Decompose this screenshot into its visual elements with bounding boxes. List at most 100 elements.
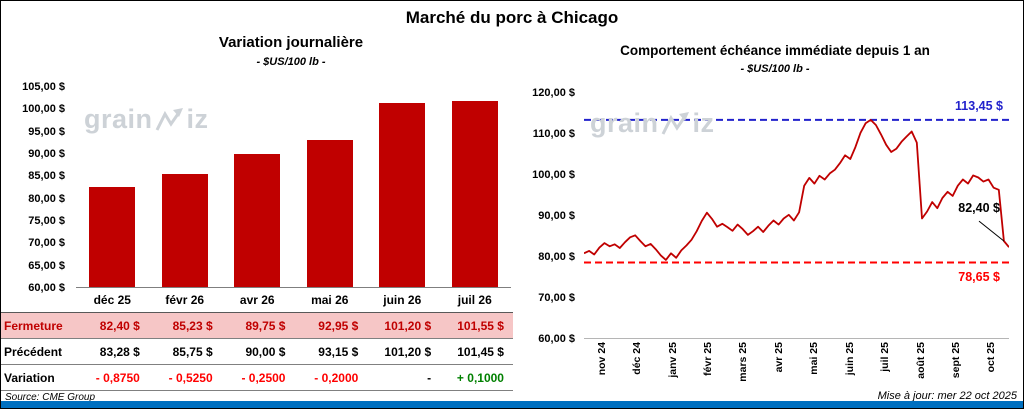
table-cell: 101,20 $ <box>384 318 432 333</box>
table-cell: 85,75 $ <box>172 344 213 359</box>
table-cell: - <box>427 370 432 385</box>
table-cell: - 0,2000 <box>314 370 359 385</box>
line-chart-x-axis: nov 24 déc 24 janv 25 févr 25 mars 25 avr 25 m… <box>584 342 1009 389</box>
bar-category-label: févr 26 <box>165 293 205 307</box>
bar <box>89 186 136 287</box>
table-cell: 101,55 $ <box>457 318 504 333</box>
row-label: Fermeture <box>4 318 63 333</box>
bar <box>306 139 353 287</box>
high-value-label: 113,45 $ <box>955 98 1003 113</box>
line-chart-plot-area: grain iz 113,45 $ 78,65 $ 82,40 $ <box>584 93 1009 339</box>
x-axis-label-cell: janv 25 <box>655 342 690 389</box>
x-axis-label-cell: juil 25 <box>867 342 902 389</box>
x-axis-label-cell: juin 25 <box>832 342 867 389</box>
grainwiz-watermark: grain iz <box>590 108 715 139</box>
bar-column <box>221 87 294 287</box>
table-cell: 85,23 $ <box>172 318 213 333</box>
watermark-zigzag-icon <box>155 107 183 131</box>
x-axis-label-cell: nov 24 <box>584 342 619 389</box>
price-line <box>584 118 1009 261</box>
y-axis-tick: 100,00 $ <box>22 103 65 116</box>
y-axis-tick: 90,00 $ <box>538 210 575 222</box>
bar-chart-x-axis: déc 25 févr 26 avr 26 mai 26 juin 26 juil 26 <box>76 293 511 307</box>
bar <box>161 174 208 287</box>
table-cell: 92,95 $ <box>318 318 359 333</box>
last-value-label: 82,40 $ <box>958 201 1000 216</box>
bar-column <box>439 87 512 287</box>
y-axis-tick: 80,00 $ <box>538 251 575 263</box>
x-axis-label-cell: avr 25 <box>761 342 796 389</box>
x-axis-label-cell: déc 24 <box>619 342 654 389</box>
x-axis-label: mars 25 <box>737 342 750 382</box>
grainwiz-watermark: grain iz <box>84 104 209 135</box>
bar-chart-title: Variation journalière <box>218 34 364 51</box>
bar <box>451 101 498 287</box>
table-cell: - 0,2500 <box>241 370 286 385</box>
update-date-note: Mise à jour: mer 22 oct 2025 <box>877 390 1017 402</box>
table-cell: 93,15 $ <box>318 344 359 359</box>
bar <box>234 154 281 287</box>
x-axis-label: févr 25 <box>701 342 714 376</box>
x-axis-label: avr 25 <box>772 342 785 373</box>
y-axis-tick: 90,00 $ <box>28 148 65 160</box>
table-cell: 101,20 $ <box>384 344 432 359</box>
bar-column <box>76 87 149 287</box>
bar-category-label: juin 26 <box>383 293 422 307</box>
bar-category-label: déc 25 <box>93 293 131 307</box>
bar <box>379 103 426 287</box>
table-row: Précédent 83,28 $ 85,75 $ 90,00 $ 93,15 $ 101… <box>1 339 513 365</box>
watermark-zigzag-icon <box>661 111 689 135</box>
last-value-pointer <box>978 220 1005 242</box>
y-axis-tick: 85,00 $ <box>28 170 65 183</box>
bar-column <box>294 87 367 287</box>
table-cell: - 0,5250 <box>168 370 213 385</box>
x-axis-label-cell: mai 25 <box>797 342 832 389</box>
y-axis-tick: 110,00 $ <box>532 128 575 140</box>
y-axis-tick: 75,00 $ <box>28 215 65 227</box>
watermark-text-right: iz <box>692 108 715 138</box>
table-cell: 82,40 $ <box>99 318 140 333</box>
x-axis-label: juil 25 <box>879 342 892 372</box>
x-axis-label-cell: oct 25 <box>974 342 1009 389</box>
table-cell: - 0,8750 <box>95 370 140 385</box>
table-cell: 90,00 $ <box>245 344 286 359</box>
low-value-label: 78,65 $ <box>958 269 1000 284</box>
y-axis-tick: 60,00 $ <box>538 333 575 345</box>
x-axis-label: juin 25 <box>843 342 856 376</box>
x-axis-label: déc 24 <box>631 342 644 375</box>
line-chart-title: Comportement échéance immédiate depuis 1… <box>620 43 930 58</box>
bar-column <box>149 87 222 287</box>
bar-category-label: avr 26 <box>239 293 275 307</box>
bar-chart-y-axis: 105,00 $ 100,00 $ 95,00 $ 90,00 $ 85,00 $ 80,… <box>1 81 67 294</box>
x-axis-label-cell: mars 25 <box>726 342 761 389</box>
line-chart-y-axis: 120,00 $ 110,00 $ 100,00 $ 90,00 $ 80,00 $ 70… <box>513 87 577 345</box>
table-row: Variation - 0,8750 - 0,5250 - 0,2500 - 0,200… <box>1 365 513 391</box>
x-axis-label: sept 25 <box>949 342 962 379</box>
y-axis-tick: 100,00 $ <box>532 169 575 181</box>
line-chart-subtitle: - $US/100 lb - <box>740 63 810 75</box>
bar-chart-plot-area <box>76 87 511 288</box>
table-cell: 89,75 $ <box>245 318 286 333</box>
source-note: Source: CME Group <box>5 392 96 403</box>
watermark-text-left: grain <box>590 108 659 138</box>
bar-category-label: mai 26 <box>311 293 349 307</box>
y-axis-tick: 70,00 $ <box>28 237 65 250</box>
y-axis-tick: 95,00 $ <box>28 125 65 138</box>
bottom-accent-bar <box>1 401 1023 408</box>
line-chart-svg <box>584 118 1009 264</box>
row-label: Précédent <box>4 344 63 359</box>
table-row: Fermeture 82,40 $ 85,23 $ 89,75 $ 92,95 $ 101… <box>1 313 513 339</box>
table-cell: + 0,1000 <box>456 370 504 385</box>
table-cell: 83,28 $ <box>99 344 140 359</box>
x-axis-label: août 25 <box>914 342 927 379</box>
x-axis-label-cell: août 25 <box>903 342 938 389</box>
page-title: Marché du porc à Chicago <box>405 8 619 27</box>
x-axis-label-cell: févr 25 <box>690 342 725 389</box>
price-table: Fermeture 82,40 $ 85,23 $ 89,75 $ 92,95 $ 101… <box>1 312 513 391</box>
y-axis-tick: 70,00 $ <box>538 292 575 304</box>
bar-chart-subtitle: - $US/100 lb - <box>256 56 326 68</box>
x-axis-label: mai 25 <box>808 342 821 375</box>
row-label: Variation <box>4 370 55 385</box>
x-axis-label: oct 25 <box>985 342 998 373</box>
